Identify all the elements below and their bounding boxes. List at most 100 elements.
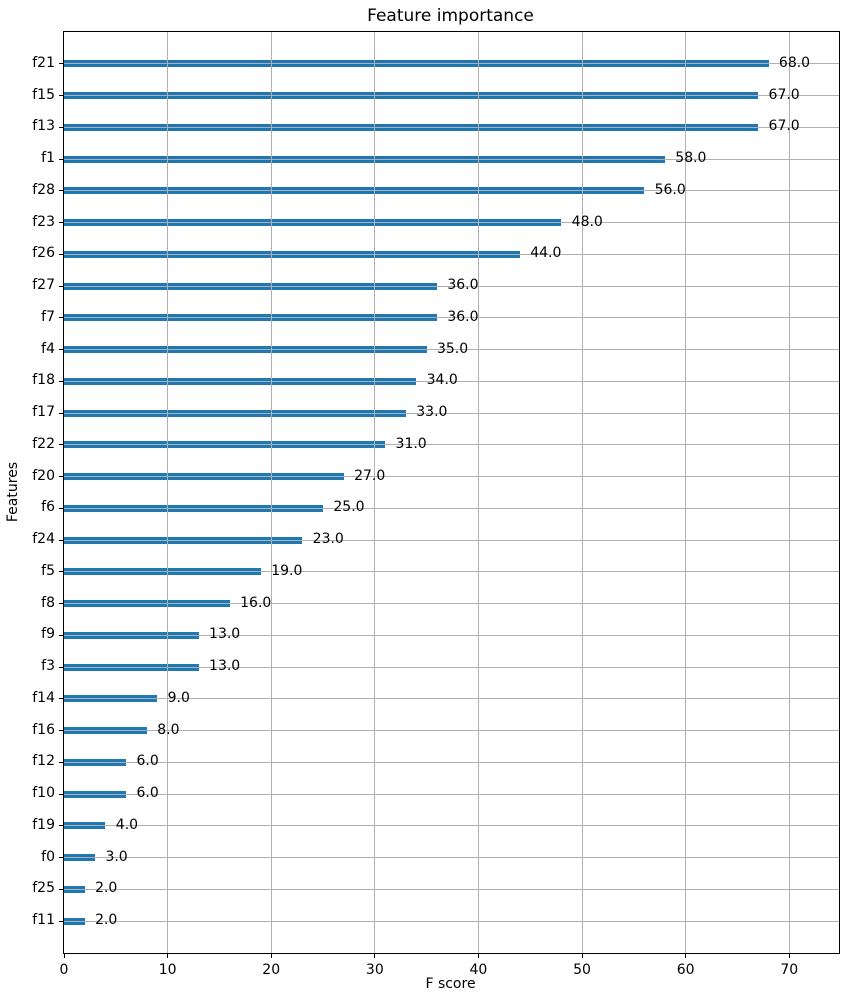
y-tick-label: f25 — [32, 880, 55, 897]
y-tick-label: f18 — [32, 372, 55, 389]
y-tick-mark — [59, 730, 63, 732]
bar-value-label: 67.0 — [768, 86, 800, 103]
y-tick-mark — [59, 222, 63, 224]
bar-value-label: 56.0 — [654, 181, 686, 198]
y-tick-mark — [59, 539, 63, 541]
plot-area: 0 10 20 30 40 50 60 70 f21 68.0 f15 67.0 f13 67.0 f1 58… — [32, 31, 840, 978]
gridline-h — [64, 761, 839, 763]
gridline-h — [64, 571, 839, 573]
bar-value-label: 35.0 — [436, 340, 469, 357]
gridline-v — [374, 32, 376, 953]
y-tick-mark — [59, 603, 63, 605]
y-tick-label: f17 — [32, 404, 55, 421]
gridline-v — [788, 32, 790, 953]
gridline-h — [64, 158, 839, 160]
bar-value-label: 36.0 — [447, 308, 479, 325]
x-tick-label: 40 — [469, 962, 488, 978]
gridline-h — [64, 253, 839, 255]
y-tick-label: f6 — [41, 499, 55, 516]
y-tick-mark — [59, 698, 63, 700]
y-tick-mark — [59, 857, 63, 859]
y-tick-label: f28 — [32, 181, 55, 198]
gridline-v — [581, 32, 583, 953]
gridline-h — [64, 825, 839, 827]
gridline-v — [167, 32, 169, 953]
x-tick-mark — [581, 954, 583, 958]
gridline-h — [64, 412, 839, 414]
y-tick-mark — [59, 888, 63, 890]
y-tick-mark — [59, 412, 63, 414]
y-tick-label: f7 — [41, 308, 55, 325]
y-tick-mark — [59, 317, 63, 319]
x-tick-label: 0 — [59, 962, 69, 978]
x-tick-mark — [788, 954, 790, 958]
y-tick-mark — [59, 158, 63, 160]
bar-value-label: 13.0 — [209, 658, 241, 675]
gridline-h — [64, 190, 839, 192]
gridline-h — [64, 698, 839, 700]
y-tick-label: f14 — [32, 689, 55, 706]
y-tick-label: f23 — [32, 213, 55, 230]
bar-value-label: 2.0 — [95, 912, 118, 929]
x-tick-label: 20 — [262, 962, 281, 978]
y-tick-mark — [59, 920, 63, 922]
gridline-h — [64, 317, 839, 319]
bar-value-label: 19.0 — [271, 562, 303, 579]
gridline-h — [64, 285, 839, 287]
y-tick-mark — [59, 95, 63, 97]
y-tick-label: f26 — [32, 245, 55, 262]
bar-value-label: 58.0 — [675, 150, 707, 167]
bar-value-label: 27.0 — [354, 467, 386, 484]
y-tick-mark — [59, 380, 63, 382]
y-tick-mark — [59, 507, 63, 509]
y-tick-mark — [59, 349, 63, 351]
gridline-h — [64, 603, 839, 605]
y-tick-mark — [59, 666, 63, 668]
bar-value-label: 6.0 — [136, 753, 159, 770]
bar-value-label: 6.0 — [136, 785, 159, 802]
gridline-h — [64, 857, 839, 859]
gridline-h — [64, 666, 839, 668]
gridline-h — [64, 920, 839, 922]
y-tick-label: f19 — [32, 816, 55, 833]
bar-value-label: 3.0 — [105, 848, 128, 865]
bar-value-label: 68.0 — [778, 54, 811, 71]
x-axis-label: F score — [425, 976, 476, 992]
x-tick-label: 70 — [780, 962, 799, 978]
y-tick-mark — [59, 63, 63, 65]
chart-title: Feature importance — [367, 6, 534, 26]
gridline-h — [64, 222, 839, 224]
y-tick-label: f9 — [41, 626, 55, 643]
bar-value-label: 13.0 — [209, 626, 241, 643]
y-tick-mark — [59, 190, 63, 192]
gridline-v — [685, 32, 687, 953]
y-tick-label: f22 — [32, 435, 55, 452]
gridline-h — [64, 730, 839, 732]
y-tick-label: f24 — [32, 531, 55, 548]
y-tick-label: f21 — [32, 54, 55, 71]
x-tick-mark — [63, 954, 65, 958]
y-tick-label: f1 — [41, 150, 55, 167]
x-tick-mark — [374, 954, 376, 958]
y-tick-mark — [59, 793, 63, 795]
gridline-h — [64, 126, 839, 128]
x-tick-mark — [477, 954, 479, 958]
gridline-h — [64, 444, 839, 446]
y-tick-mark — [59, 444, 63, 446]
gridline-h — [64, 793, 839, 795]
y-tick-label: f15 — [32, 86, 55, 103]
x-tick-mark — [270, 954, 272, 958]
bar-value-label: 25.0 — [333, 499, 365, 516]
y-tick-label: f16 — [32, 721, 55, 738]
y-tick-mark — [59, 126, 63, 128]
bar-value-label: 23.0 — [312, 531, 344, 548]
gridline-v — [477, 32, 479, 953]
bar-value-label: 9.0 — [167, 689, 190, 706]
gridline-h — [64, 349, 839, 351]
bar-value-label: 2.0 — [95, 880, 118, 897]
gridline-h — [64, 888, 839, 890]
y-tick-mark — [59, 761, 63, 763]
y-tick-mark — [59, 825, 63, 827]
y-tick-label: f4 — [41, 340, 55, 357]
